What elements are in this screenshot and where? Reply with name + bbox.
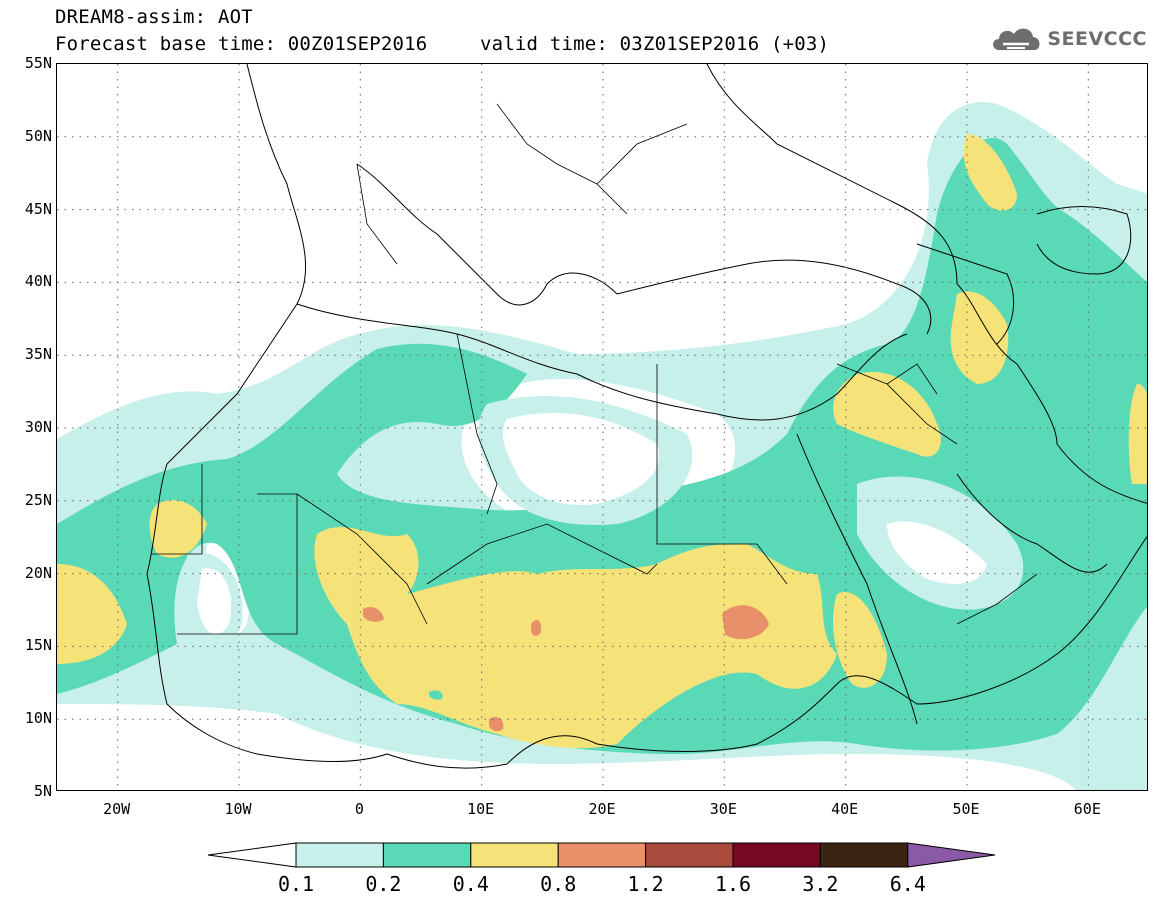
- product-title: DREAM8-assim: AOT: [55, 6, 253, 28]
- colorbar-swatch: [470, 842, 559, 868]
- latitude-label: 35N: [24, 345, 52, 364]
- colorbar-threshold-label: 1.6: [714, 872, 752, 896]
- gridlines: [57, 64, 1147, 790]
- latitude-label: 45N: [24, 199, 52, 218]
- colorbar-threshold-label: 1.2: [627, 872, 664, 896]
- map-area: [56, 63, 1148, 791]
- latitude-label: 50N: [24, 126, 52, 145]
- colorbar-high-extension: [907, 842, 996, 868]
- longitude-label: 60E: [1073, 800, 1101, 818]
- colorbar-swatch: [819, 842, 909, 868]
- latitude-label: 25N: [24, 490, 52, 509]
- aot-map: [57, 64, 1147, 790]
- longitude-label: 40E: [831, 800, 859, 818]
- longitude-label: 30E: [709, 800, 737, 818]
- latitude-label: 10N: [24, 709, 52, 728]
- colorbar-swatch: [382, 842, 472, 868]
- colorbar-swatch: [295, 842, 384, 868]
- latitude-label: 55N: [24, 54, 52, 72]
- latitude-label: 30N: [24, 418, 52, 436]
- cloud-icon: [993, 28, 1040, 50]
- colorbar-threshold-label: 0.4: [452, 872, 489, 896]
- colorbar-swatch: [557, 842, 647, 868]
- colorbar-threshold-label: 0.1: [277, 872, 315, 896]
- borders: [152, 103, 1038, 635]
- colorbar-swatch: [645, 842, 734, 868]
- latitude-label: 20N: [24, 563, 52, 582]
- longitude-label: 50E: [952, 800, 980, 818]
- latitude-label: 15N: [24, 636, 52, 655]
- valid-time: valid time: 03Z01SEP2016 (+03): [480, 33, 830, 55]
- longitude-label: 20W: [103, 800, 131, 818]
- longitude-label: 10W: [224, 800, 252, 818]
- colorbar-swatch: [732, 842, 821, 868]
- aot-field: [57, 102, 1147, 790]
- colorbar-threshold-label: 3.2: [802, 872, 839, 896]
- longitude-label: 10E: [467, 800, 495, 818]
- colorbar-threshold-label: 6.4: [889, 872, 926, 896]
- seevccc-logo: SEEVCCC: [989, 22, 1147, 56]
- colorbar-low-extension: [207, 842, 297, 868]
- colorbar-threshold-label: 0.8: [540, 872, 577, 896]
- logo-text: SEEVCCC: [1047, 28, 1147, 50]
- longitude-label: 20E: [588, 800, 616, 818]
- longitude-label: 0: [354, 800, 364, 818]
- colorbar-threshold-label: 0.2: [365, 872, 402, 896]
- forecast-base-time: Forecast base time: 00Z01SEP2016: [55, 33, 428, 55]
- latitude-label: 40N: [24, 272, 52, 291]
- latitude-label: 5N: [33, 782, 52, 800]
- coastlines: [146, 64, 1147, 769]
